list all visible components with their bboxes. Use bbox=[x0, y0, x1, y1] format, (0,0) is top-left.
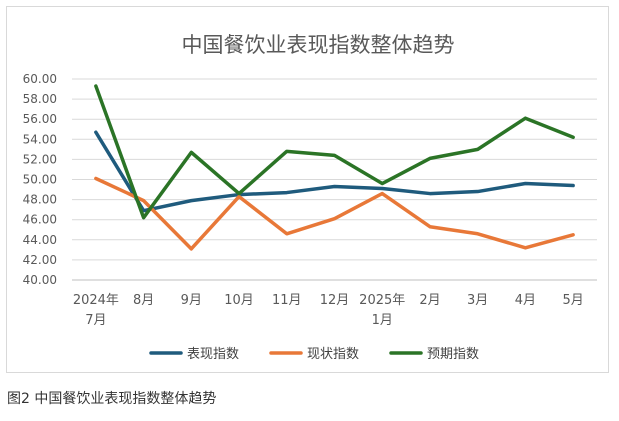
x-tick-label: 7月 bbox=[85, 313, 106, 328]
y-tick-label: 60.00 bbox=[23, 72, 57, 86]
x-tick-label: 2024年 bbox=[73, 293, 119, 308]
y-tick-label: 56.00 bbox=[23, 112, 57, 126]
chart-frame: 中国餐饮业表现指数整体趋势 40.00 42.00 44.00 46.00 48.00 5… bbox=[6, 6, 609, 373]
legend-label: 预期指数 bbox=[427, 347, 479, 362]
x-tick-label: 12月 bbox=[320, 293, 350, 308]
legend-label: 表现指数 bbox=[187, 347, 239, 362]
series-line-1 bbox=[94, 130, 575, 213]
y-tick-label: 46.00 bbox=[23, 213, 57, 227]
y-tick-label: 58.00 bbox=[23, 92, 57, 106]
x-tick-label: 8月 bbox=[133, 293, 154, 308]
x-tick-label: 11月 bbox=[272, 293, 302, 308]
chart-title: 中国餐饮业表现指数整体趋势 bbox=[182, 33, 455, 57]
x-tick-label: 4月 bbox=[515, 293, 536, 308]
line-chart: 中国餐饮业表现指数整体趋势 40.00 42.00 44.00 46.00 48.00 5… bbox=[23, 33, 597, 362]
x-tick-label: 5月 bbox=[562, 293, 583, 308]
legend-label: 现状指数 bbox=[307, 347, 359, 362]
y-tick-label: 44.00 bbox=[23, 233, 57, 247]
y-tick-label: 42.00 bbox=[23, 253, 57, 267]
x-tick-label: 10月 bbox=[224, 293, 254, 308]
y-tick-label: 48.00 bbox=[23, 193, 57, 207]
figure-caption: 图2 中国餐饮业表现指数整体趋势 bbox=[7, 391, 217, 407]
x-tick-label: 3月 bbox=[467, 293, 488, 308]
x-tick-label: 9月 bbox=[181, 293, 202, 308]
x-tick-label: 1月 bbox=[372, 313, 393, 328]
y-tick-label: 40.00 bbox=[23, 273, 57, 287]
x-tick-label: 2月 bbox=[419, 293, 440, 308]
series-line-3 bbox=[94, 84, 575, 220]
y-tick-label: 54.00 bbox=[23, 132, 57, 146]
y-tick-label: 52.00 bbox=[23, 152, 57, 166]
series-line-2 bbox=[94, 176, 575, 251]
x-tick-label: 2025年 bbox=[359, 293, 405, 308]
y-tick-label: 50.00 bbox=[23, 173, 57, 187]
